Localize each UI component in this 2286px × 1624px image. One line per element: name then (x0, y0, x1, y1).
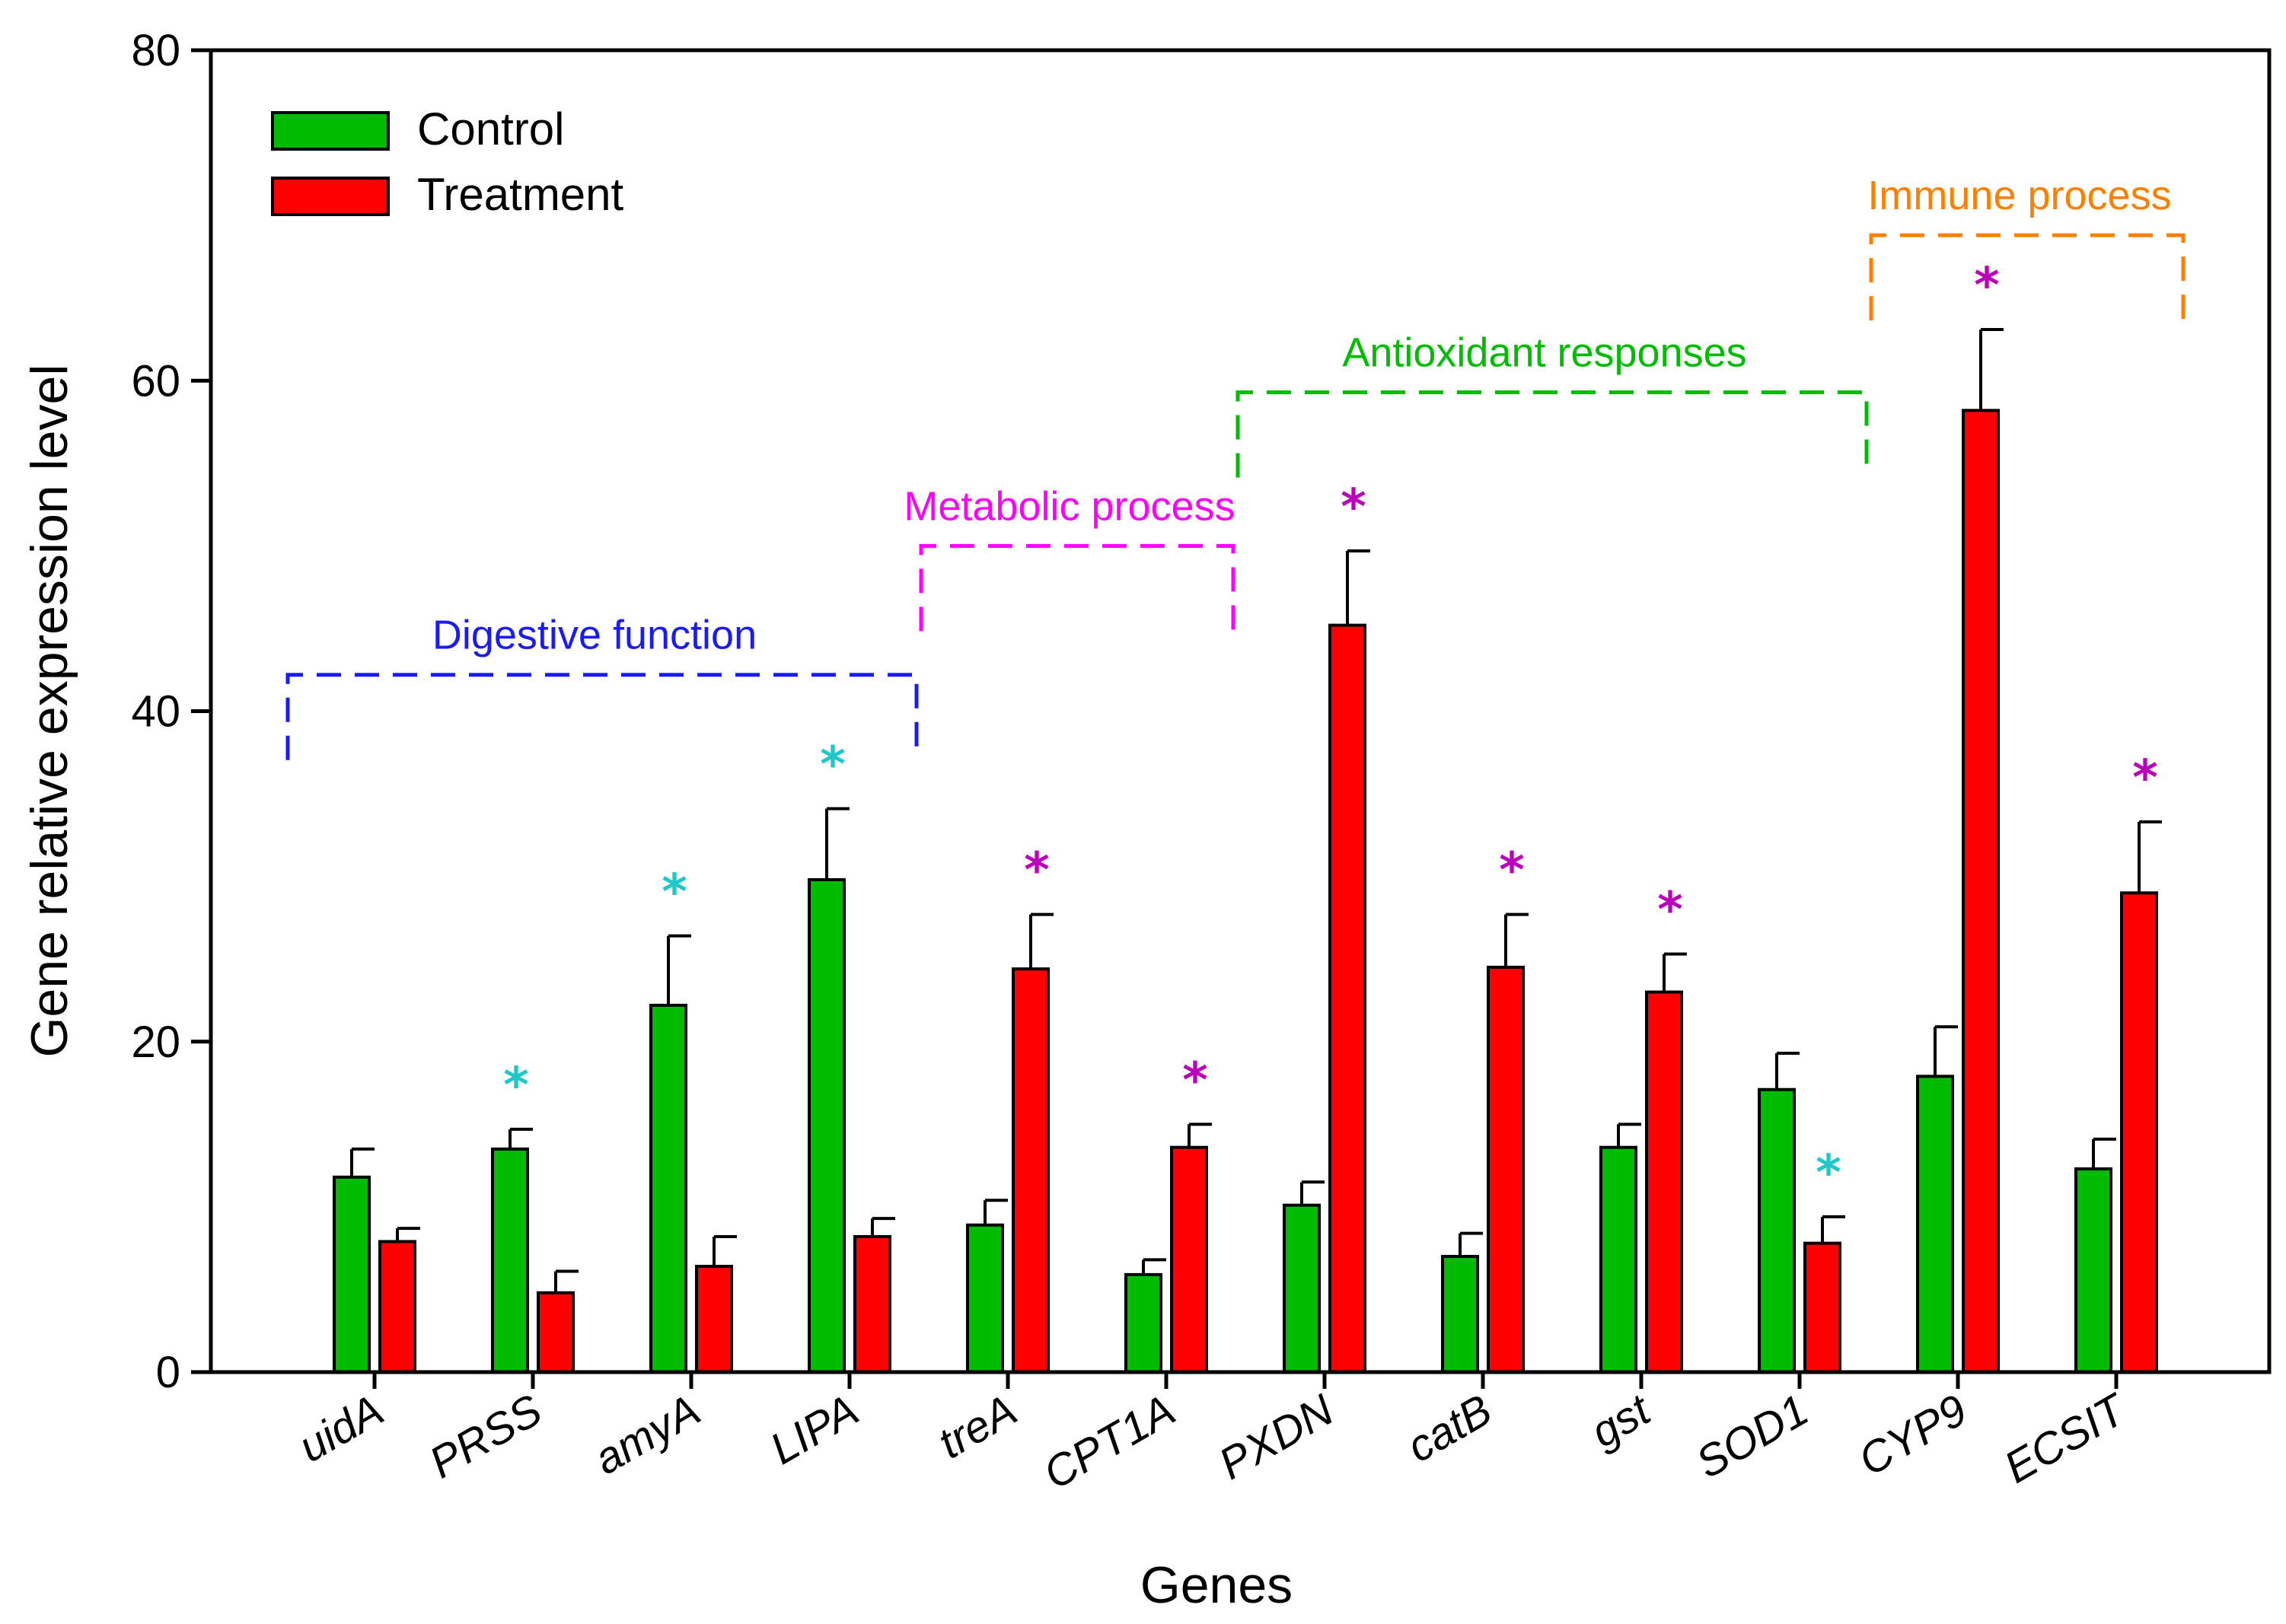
significance-star: * (1024, 843, 1049, 900)
bar-treatment-CPT1A (1170, 1145, 1208, 1374)
significance-star: * (1341, 479, 1366, 536)
bar-control-PRSS (491, 1147, 529, 1374)
bar-treatment-LIPA (853, 1234, 891, 1374)
legend-label: Control (417, 103, 564, 154)
x-tick-label: PRSS (421, 1385, 550, 1488)
bar-control-PXDN (1283, 1203, 1321, 1374)
x-tick-label: amyA (586, 1385, 709, 1484)
bar-treatment-PXDN (1328, 623, 1366, 1374)
group-label: Immune process (1867, 173, 2171, 218)
group-label: Antioxidant responses (1342, 330, 1746, 375)
x-tick-label: CPT1A (1035, 1385, 1183, 1499)
y-tick-label: 60 (131, 356, 180, 406)
y-tick-label: 80 (131, 26, 180, 75)
legend: Control Treatment (271, 103, 624, 220)
bars (333, 409, 2158, 1374)
significance-star: * (1499, 843, 1524, 900)
x-tick-label: uidA (290, 1385, 391, 1472)
x-axis-title: Genes (1140, 1556, 1293, 1614)
group-label: Digestive function (432, 613, 757, 658)
bar-control-CPT1A (1124, 1272, 1162, 1374)
group-brackets: Digestive function Metabolic process Antio… (285, 173, 2186, 760)
bar-treatment-catB (1487, 966, 1525, 1374)
bar-control-catB (1441, 1255, 1479, 1374)
y-tick-label: 20 (131, 1017, 180, 1067)
significance-star: * (662, 865, 687, 921)
x-tick-label: gst (1583, 1384, 1660, 1457)
error-bars (350, 327, 2162, 1293)
bar-control-treA (966, 1223, 1004, 1374)
bar-control-SOD1 (1758, 1087, 1796, 1374)
legend-swatch-treatment (271, 177, 390, 216)
bar-control-LIPA (808, 877, 846, 1374)
x-tick-label: PXDN (1210, 1385, 1341, 1489)
x-tick-label: treA (930, 1385, 1025, 1468)
bar-control-ECSIT (2074, 1167, 2112, 1374)
bar-treatment-amyA (695, 1265, 733, 1374)
significance-markers: * * * * * * * * * * * (503, 258, 2157, 1202)
bar-treatment-ECSIT (2120, 891, 2158, 1374)
bar-control-uidA (333, 1175, 371, 1374)
group-bracket (285, 673, 919, 760)
legend-swatch-control (271, 111, 390, 151)
y-tick-label: 0 (156, 1348, 180, 1397)
x-axis: uidA PRSS amyA LIPA treA CPT1A PXDN catB gst SOD1… (290, 1372, 2136, 1499)
group-bracket (1869, 233, 2186, 321)
bar-control-CYP9 (1916, 1075, 1954, 1374)
bar-treatment-PRSS (537, 1291, 575, 1374)
x-tick-label: SOD1 (1688, 1385, 1816, 1488)
significance-star: * (1974, 258, 1999, 314)
bar-control-gst (1599, 1145, 1637, 1374)
y-axis-title: Gene relative expression level (21, 365, 78, 1058)
significance-star: * (503, 1058, 528, 1114)
bar-treatment-uidA (378, 1240, 416, 1374)
y-axis: 0 20 40 60 80 (131, 26, 211, 1397)
x-tick-label: CYP9 (1851, 1385, 1975, 1485)
group-bracket (919, 543, 1235, 632)
significance-star: * (2132, 750, 2157, 807)
bar-treatment-gst (1645, 990, 1683, 1374)
bar-treatment-SOD1 (1803, 1241, 1841, 1374)
significance-star: * (1816, 1145, 1841, 1202)
y-tick-label: 40 (131, 687, 180, 737)
group-bracket (1235, 390, 1869, 478)
bar-treatment-treA (1012, 967, 1050, 1374)
bar-treatment-CYP9 (1962, 409, 2000, 1374)
x-tick-label: LIPA (762, 1385, 867, 1474)
group-label: Metabolic process (904, 483, 1235, 529)
significance-star: * (1657, 883, 1682, 939)
significance-star: * (820, 737, 845, 794)
bar-control-amyA (649, 1003, 687, 1374)
significance-star: * (1182, 1052, 1207, 1109)
x-tick-label: catB (1398, 1385, 1500, 1472)
x-tick-label: ECSIT (1996, 1384, 2136, 1492)
legend-label: Treatment (417, 169, 624, 220)
